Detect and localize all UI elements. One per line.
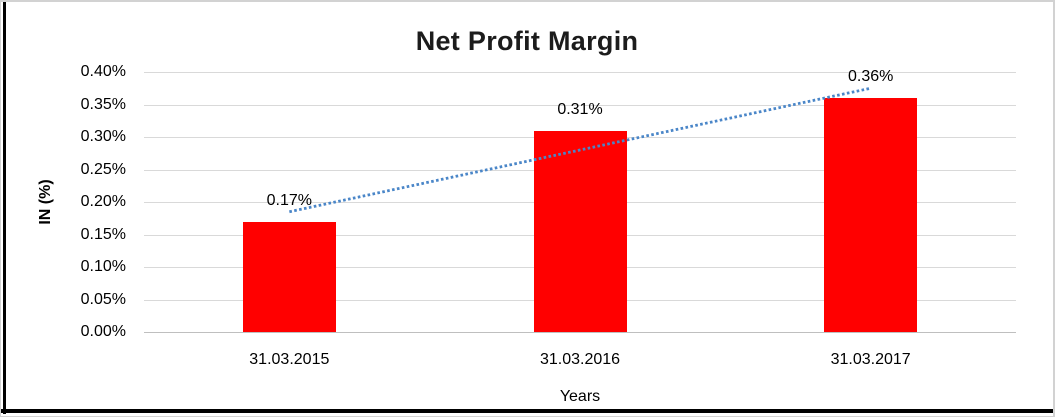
x-tick-label: 31.03.2016: [539, 351, 621, 368]
bar: [242, 221, 336, 332]
y-tick-label: 0.35%: [80, 96, 126, 113]
bar-data-label: 0.17%: [266, 191, 313, 209]
bar-data-label: 0.36%: [847, 68, 894, 85]
x-axis-line: [144, 332, 1016, 333]
y-tick-label: 0.05%: [80, 291, 126, 308]
y-tick-label: 0.15%: [80, 226, 126, 243]
bar-data-label: 0.31%: [557, 100, 603, 118]
chart-title: Net Profit Margin: [415, 26, 639, 56]
bar: [533, 130, 627, 332]
x-tick-label: 31.03.2015: [249, 351, 330, 368]
bar: [824, 98, 918, 332]
x-axis-title: Years: [559, 388, 601, 405]
y-tick-label: 0.00%: [80, 323, 126, 340]
y-tick-label: 0.30%: [80, 128, 126, 145]
left-black-border: [3, 2, 6, 414]
x-tick-label: 31.03.2017: [830, 351, 911, 368]
y-tick-label: 0.20%: [80, 193, 126, 210]
gridline: [144, 72, 1016, 73]
bottom-black-border: [1, 409, 1053, 413]
y-tick-label: 0.40%: [80, 63, 126, 80]
y-tick-label: 0.25%: [80, 161, 126, 178]
y-tick-label: 0.10%: [80, 258, 126, 275]
